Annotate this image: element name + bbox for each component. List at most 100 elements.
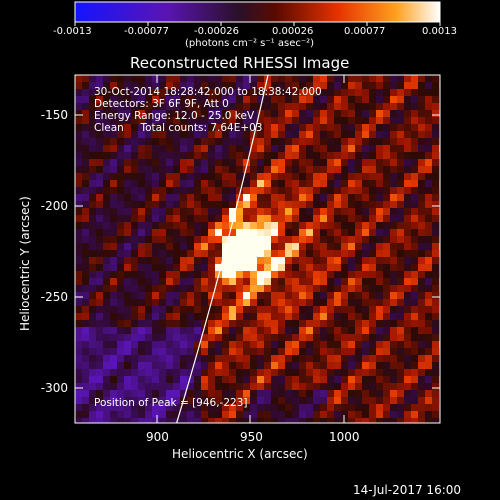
image-pixel (264, 117, 271, 124)
image-pixel (285, 355, 292, 362)
plot-frame (74, 74, 441, 424)
image-pixel (313, 397, 320, 404)
image-pixel (222, 376, 229, 383)
image-pixel (278, 278, 285, 285)
image-pixel (103, 236, 110, 243)
image-pixel (208, 152, 215, 159)
image-pixel (222, 383, 229, 390)
image-pixel (341, 159, 348, 166)
image-pixel (397, 103, 404, 110)
image-pixel (145, 236, 152, 243)
image-pixel (201, 131, 208, 138)
image-pixel (383, 320, 390, 327)
image-pixel (327, 110, 334, 117)
image-pixel (173, 208, 180, 215)
image-pixel (292, 418, 299, 423)
image-pixel (390, 376, 397, 383)
image-pixel (306, 103, 313, 110)
image-pixel (369, 250, 376, 257)
image-pixel (411, 208, 418, 215)
image-pixel (278, 131, 285, 138)
image-pixel (285, 236, 292, 243)
image-pixel (390, 397, 397, 404)
image-pixel (124, 138, 131, 145)
image-pixel (334, 173, 341, 180)
image-pixel (103, 397, 110, 404)
image-pixel (138, 327, 145, 334)
image-pixel (404, 313, 411, 320)
image-pixel (138, 383, 145, 390)
image-pixel (152, 257, 159, 264)
image-pixel (229, 131, 236, 138)
image-pixel (208, 271, 215, 278)
image-pixel (89, 159, 96, 166)
image-pixel (411, 320, 418, 327)
image-pixel (159, 103, 166, 110)
image-pixel (124, 89, 131, 96)
image-pixel (110, 75, 117, 82)
image-pixel (229, 229, 236, 236)
image-pixel (222, 327, 229, 334)
image-pixel (257, 152, 264, 159)
image-pixel (348, 89, 355, 96)
image-pixel (292, 131, 299, 138)
image-pixel (75, 117, 82, 124)
image-pixel (215, 327, 222, 334)
image-pixel (145, 159, 152, 166)
image-pixel (152, 313, 159, 320)
image-pixel (285, 376, 292, 383)
image-pixel (194, 390, 201, 397)
image-pixel (208, 348, 215, 355)
image-pixel (75, 145, 82, 152)
image-pixel (117, 89, 124, 96)
image-pixel (215, 229, 222, 236)
image-pixel (397, 117, 404, 124)
image-pixel (369, 194, 376, 201)
image-pixel (117, 159, 124, 166)
image-pixel (292, 334, 299, 341)
image-pixel (355, 124, 362, 131)
image-pixel (124, 341, 131, 348)
image-pixel (82, 320, 89, 327)
image-pixel (404, 103, 411, 110)
image-pixel (222, 250, 229, 257)
image-pixel (299, 173, 306, 180)
image-pixel (75, 166, 82, 173)
image-pixel (152, 411, 159, 418)
image-pixel (278, 285, 285, 292)
image-pixel (292, 75, 299, 82)
image-pixel (243, 278, 250, 285)
image-pixel (236, 271, 243, 278)
image-pixel (390, 327, 397, 334)
image-pixel (369, 75, 376, 82)
image-pixel (145, 96, 152, 103)
image-pixel (334, 131, 341, 138)
image-pixel (187, 362, 194, 369)
image-pixel (313, 362, 320, 369)
image-pixel (383, 383, 390, 390)
image-pixel (110, 166, 117, 173)
image-pixel (208, 194, 215, 201)
image-pixel (229, 397, 236, 404)
image-pixel (131, 117, 138, 124)
image-pixel (103, 82, 110, 89)
image-pixel (327, 299, 334, 306)
image-pixel (425, 89, 432, 96)
image-pixel (131, 159, 138, 166)
image-pixel (236, 411, 243, 418)
image-pixel (390, 166, 397, 173)
image-pixel (355, 82, 362, 89)
image-pixel (250, 411, 257, 418)
image-pixel (215, 299, 222, 306)
image-pixel (187, 159, 194, 166)
image-pixel (334, 138, 341, 145)
image-pixel (124, 194, 131, 201)
image-pixel (327, 89, 334, 96)
image-pixel (110, 96, 117, 103)
image-pixel (250, 131, 257, 138)
image-pixel (180, 320, 187, 327)
image-pixel (383, 124, 390, 131)
image-pixel (257, 194, 264, 201)
image-pixel (376, 145, 383, 152)
image-pixel (250, 89, 257, 96)
